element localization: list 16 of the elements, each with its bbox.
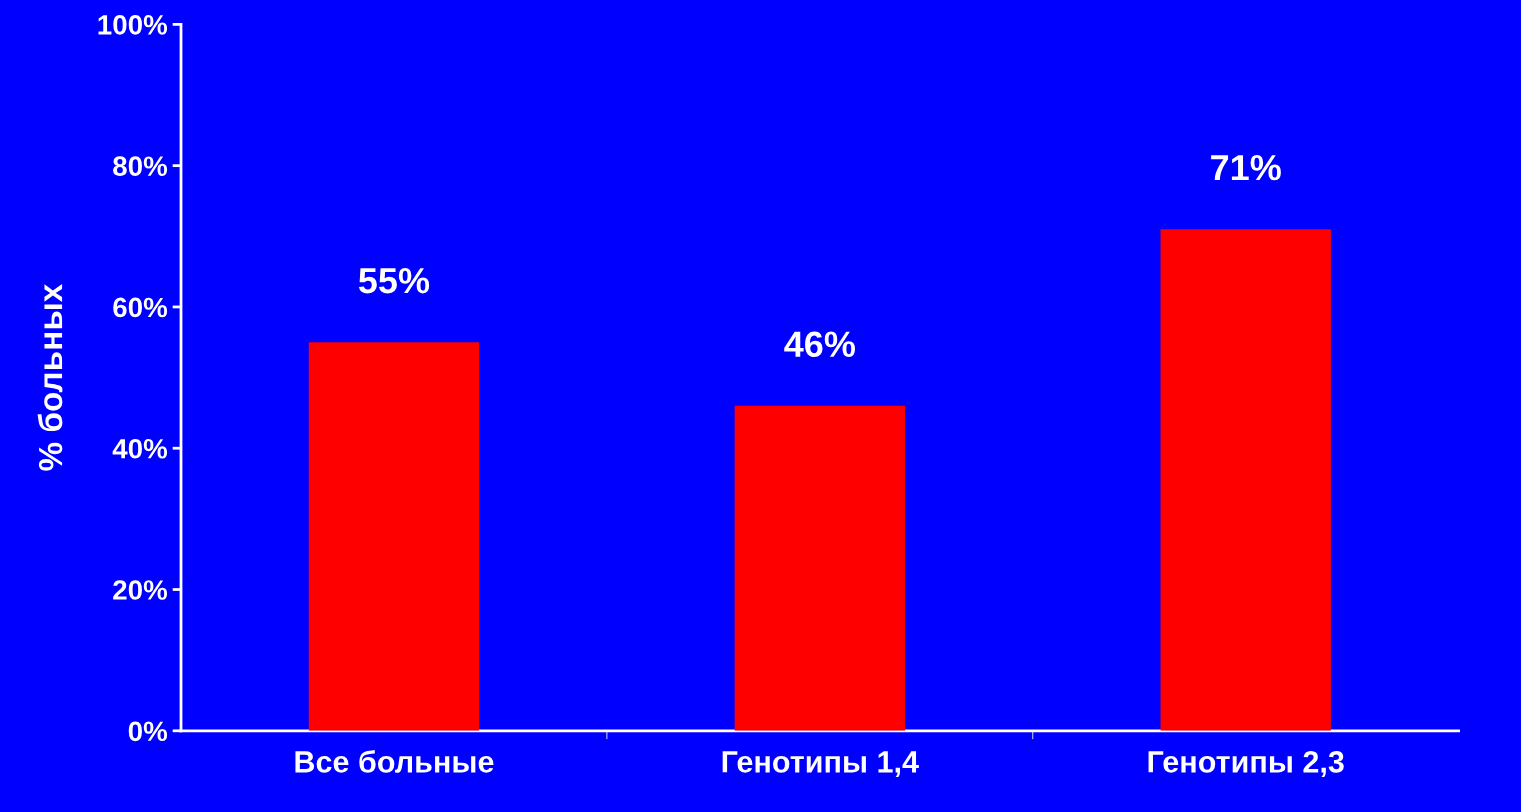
bar: [308, 342, 480, 731]
data-label: 46%: [784, 331, 856, 358]
x-tick-label: Генотипы 2,3: [1148, 751, 1344, 778]
y-tick-label: 60%: [113, 297, 168, 318]
y-tick-label: 20%: [113, 580, 168, 600]
x-tick-label: Все больные: [295, 749, 494, 773]
y-tick-label: 40%: [112, 438, 168, 459]
bar: [1160, 229, 1331, 731]
y-tick-label: 0%: [128, 721, 168, 742]
y-tick-label: 80%: [113, 156, 168, 176]
data-label: 71%: [1211, 154, 1281, 181]
y-axis-title: % больных: [37, 283, 63, 471]
x-tick-label: Генотипы 1,4: [722, 751, 919, 778]
data-label: 55%: [358, 267, 430, 294]
bar: [734, 405, 905, 731]
y-tick-label: 100%: [98, 15, 168, 35]
